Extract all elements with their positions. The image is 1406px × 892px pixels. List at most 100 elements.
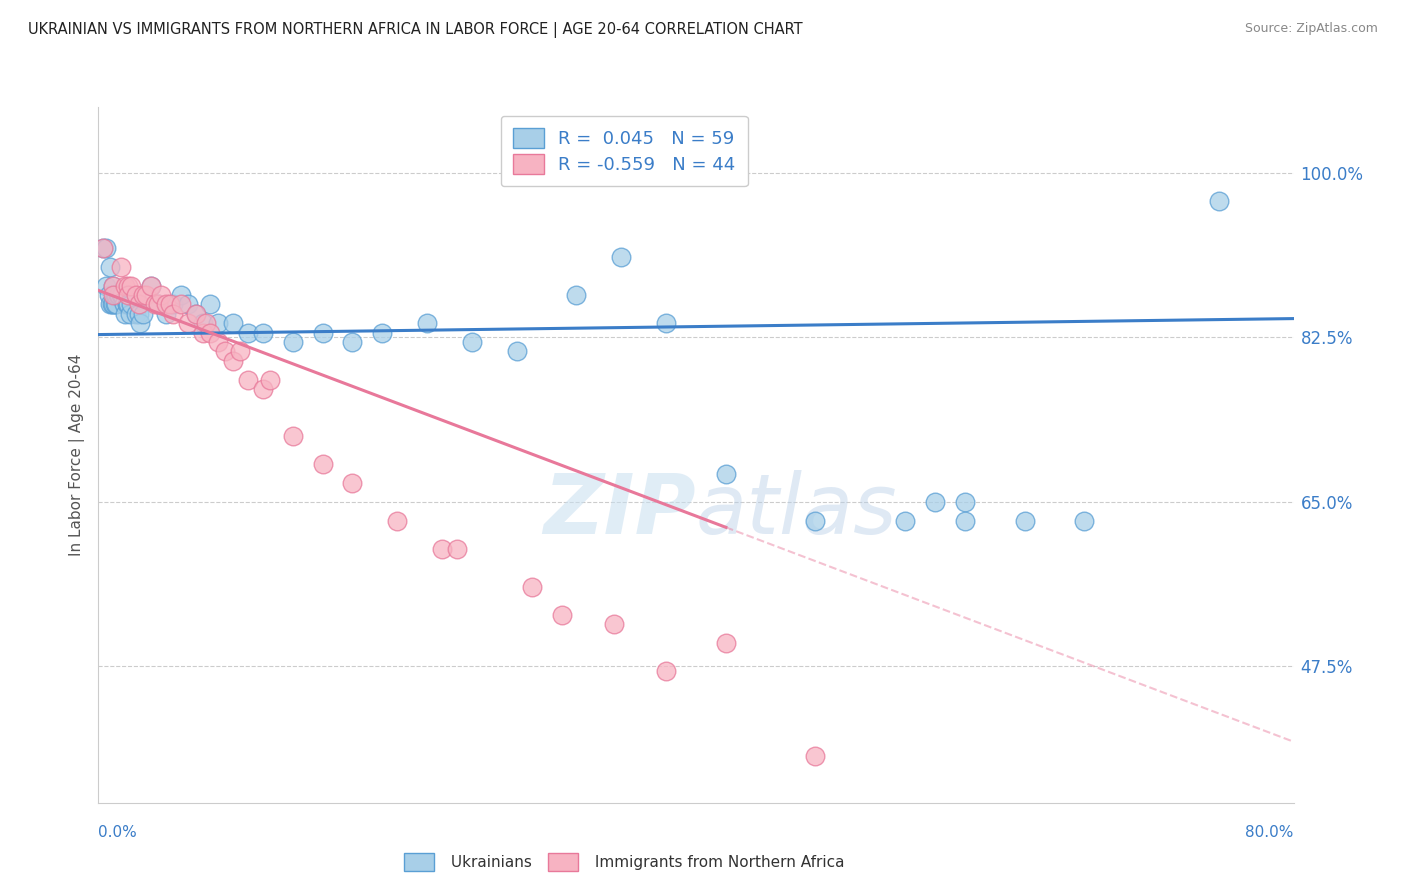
Text: UKRAINIAN VS IMMIGRANTS FROM NORTHERN AFRICA IN LABOR FORCE | AGE 20-64 CORRELAT: UKRAINIAN VS IMMIGRANTS FROM NORTHERN AF… [28,22,803,38]
Point [117,297,139,311]
Point [112,297,135,311]
Point [114,278,136,293]
Point [236,326,259,340]
Point [103,297,125,311]
Point [655,664,678,678]
Point [603,617,626,632]
Point [132,307,155,321]
Point [155,297,177,311]
Point [103,278,125,293]
Point [105,288,128,302]
Point [94,241,117,255]
Point [229,344,252,359]
Text: 0.0%: 0.0% [98,825,138,840]
Point [100,260,122,274]
Point [177,316,200,330]
Point [94,278,117,293]
Point [132,288,155,302]
Point [128,307,150,321]
Point [169,297,191,311]
Point [430,541,453,556]
Point [222,354,245,368]
Point [118,307,141,321]
Point [714,467,737,481]
Text: Source: ZipAtlas.com: Source: ZipAtlas.com [1244,22,1378,36]
Point [610,251,633,265]
Point [148,297,170,311]
Point [139,278,162,293]
Point [191,326,214,340]
Point [252,382,274,396]
Point [115,297,138,311]
Point [311,458,333,472]
Point [259,373,281,387]
Point [207,316,229,330]
Point [506,344,529,359]
Point [924,495,946,509]
Point [1208,194,1230,208]
Text: atlas: atlas [696,470,897,551]
Point [200,297,222,311]
Point [117,278,139,293]
Point [155,307,177,321]
Point [311,326,333,340]
Point [110,260,132,274]
Point [195,316,218,330]
Point [385,514,409,528]
Point [105,297,128,311]
Point [120,278,142,293]
Point [342,335,364,350]
Point [91,241,114,255]
Point [520,580,543,594]
Text: 80.0%: 80.0% [1246,825,1294,840]
Point [135,288,157,302]
Point [207,335,229,350]
Point [342,476,364,491]
Point [416,316,439,330]
Point [184,307,207,321]
Point [236,373,259,387]
Point [953,495,976,509]
Point [252,326,274,340]
Point [804,748,827,763]
Text: ZIP: ZIP [543,470,696,551]
Point [120,297,142,311]
Point [184,307,207,321]
Point [139,278,162,293]
Point [91,241,114,255]
Point [162,307,184,321]
Point [1014,514,1036,528]
Point [103,278,125,293]
Point [150,288,173,302]
Point [97,288,120,302]
Point [128,297,150,311]
Point [169,288,191,302]
Point [104,288,127,302]
Point [1073,514,1095,528]
Point [565,288,588,302]
Point [110,288,132,302]
Point [191,316,214,330]
Point [214,344,236,359]
Point [159,297,181,311]
Point [104,297,127,311]
Point [200,326,222,340]
Point [100,297,122,311]
Point [162,297,184,311]
Point [461,335,484,350]
Point [371,326,394,340]
Point [114,307,136,321]
Point [953,514,976,528]
Point [111,288,134,302]
Point [125,307,148,321]
Point [125,288,148,302]
Point [281,335,304,350]
Point [107,288,129,302]
Point [714,636,737,650]
Point [143,297,166,311]
Point [446,541,468,556]
Point [101,297,124,311]
Point [222,316,245,330]
Point [108,288,131,302]
Point [148,297,170,311]
